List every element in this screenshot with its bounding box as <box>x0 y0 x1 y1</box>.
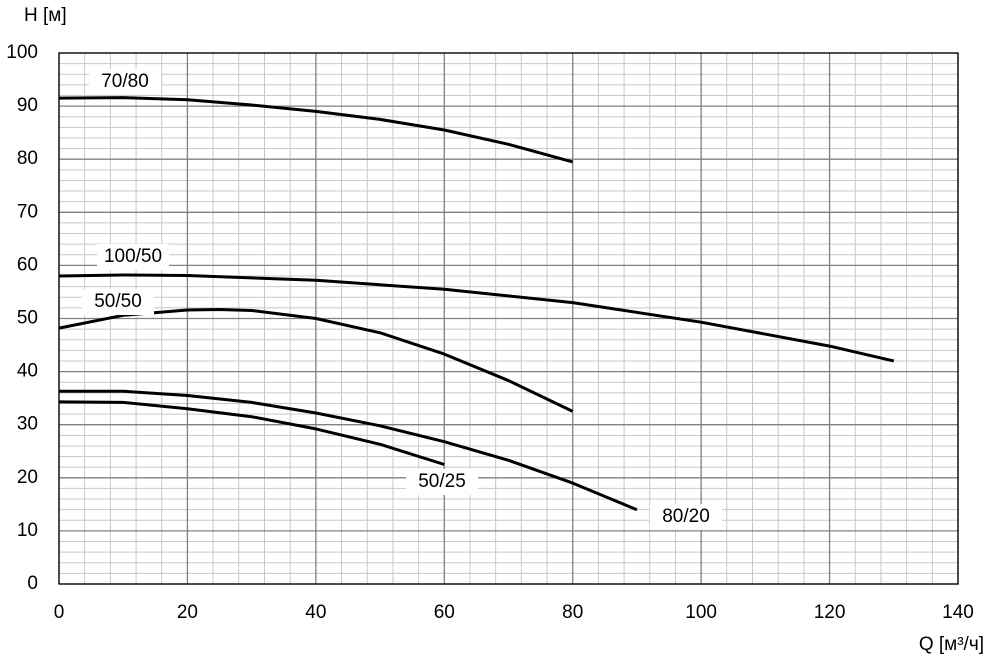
x-tick-label: 140 <box>942 602 974 623</box>
y-tick-label: 100 <box>6 42 38 63</box>
series-label: 80/20 <box>662 506 710 527</box>
y-axis-label: H [м] <box>24 5 67 26</box>
series-label-bg <box>89 69 161 95</box>
series-line <box>59 389 638 512</box>
series-label-bg <box>406 469 478 495</box>
y-tick-label: 40 <box>17 361 38 382</box>
y-tick-label: 80 <box>17 148 38 169</box>
y-tick-label: 50 <box>17 308 38 329</box>
y-tick-label: 0 <box>27 573 38 594</box>
x-tick-label: 100 <box>685 602 717 623</box>
series-line <box>58 308 574 413</box>
x-tick-label: 20 <box>177 602 198 623</box>
series-label: 50/50 <box>94 291 142 312</box>
series-line <box>58 96 574 164</box>
series-label-bg <box>97 244 169 270</box>
x-tick-label: 120 <box>814 602 846 623</box>
x-tick-label: 0 <box>54 602 65 623</box>
series-label: 70/80 <box>101 71 149 92</box>
series-label: 100/50 <box>104 246 162 267</box>
y-tick-label: 70 <box>17 201 38 222</box>
y-tick-label: 20 <box>17 467 38 488</box>
y-tick-label: 60 <box>17 254 38 275</box>
x-axis-label: Q [м³/ч] <box>919 634 984 655</box>
series-label: 50/25 <box>418 471 466 492</box>
x-tick-label: 60 <box>434 602 455 623</box>
series-line <box>58 273 895 363</box>
x-tick-label: 80 <box>562 602 583 623</box>
y-tick-label: 30 <box>17 414 38 435</box>
series-label-bg <box>650 504 722 530</box>
series-line <box>58 400 445 466</box>
y-tick-label: 90 <box>17 95 38 116</box>
series-label-bg <box>82 289 154 315</box>
plot-frame <box>58 52 959 585</box>
x-tick-label: 40 <box>305 602 326 623</box>
y-tick-label: 10 <box>17 520 38 541</box>
